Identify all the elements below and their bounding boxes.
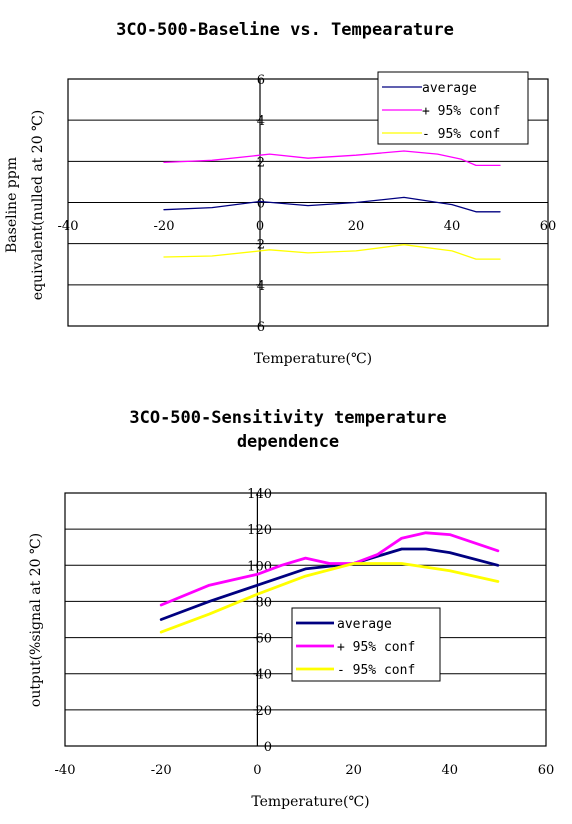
x-axis-label: Temperature(℃) xyxy=(254,351,372,367)
chart-title: 3CO-500-Baseline vs. Tempearature xyxy=(116,20,454,40)
y-tick-label: 60 xyxy=(255,632,272,647)
series-line-1 xyxy=(163,196,501,213)
chart-title: 3CO-500-Sensitivity temperature xyxy=(129,408,446,428)
legend-label: - 95% conf xyxy=(337,663,415,678)
x-tick-label: 60 xyxy=(540,219,557,234)
y-tick-label: 80 xyxy=(255,595,272,610)
y-tick-label: 40 xyxy=(255,668,272,683)
legend: average + 95% conf - 95% conf xyxy=(291,607,441,682)
legend-label: average xyxy=(337,617,392,632)
y-axis-label: output(%signal at 20 ℃) xyxy=(28,533,44,707)
x-tick-label: 0 xyxy=(256,219,264,234)
x-tick-label: 20 xyxy=(348,219,365,234)
chart-1: 3CO-500-Baseline vs. Tempearature6420246… xyxy=(4,20,556,367)
y-tick-label: 0 xyxy=(257,197,265,212)
plot-area xyxy=(67,78,549,327)
y-tick-label: 2 xyxy=(257,155,265,170)
series-line-3 xyxy=(159,562,500,634)
x-tick-label: 20 xyxy=(345,763,362,778)
x-tick-label: 0 xyxy=(253,763,261,778)
x-tick-label: 60 xyxy=(538,763,555,778)
y-tick-label: 4 xyxy=(257,114,265,129)
y-tick-label: 4 xyxy=(257,279,265,294)
y-tick-label: 120 xyxy=(247,523,272,538)
y-tick-label: 0 xyxy=(264,740,272,755)
x-tick-label: -20 xyxy=(151,763,172,778)
x-tick-label: -20 xyxy=(154,219,175,234)
x-tick-label: -40 xyxy=(58,219,79,234)
chart-title: dependence xyxy=(237,432,339,452)
y-tick-label: 6 xyxy=(257,320,265,335)
legend-label: - 95% conf xyxy=(422,127,500,142)
legend: average + 95% conf - 95% conf xyxy=(377,71,529,145)
legend-label: average xyxy=(422,81,477,96)
chart-2: 3CO-500-Sensitivity temperature dependenc… xyxy=(28,408,554,810)
series-line-3 xyxy=(163,244,501,260)
series-line-2 xyxy=(163,150,501,167)
legend-box xyxy=(377,71,529,145)
series-line-2 xyxy=(159,531,500,607)
y-axis-label: Baseline ppm xyxy=(4,157,20,253)
y-tick-label: 2 xyxy=(257,238,265,253)
x-axis-label: Temperature(℃) xyxy=(251,794,369,810)
y-axis-label: equivalent(nulled at 20 ℃) xyxy=(30,110,46,300)
x-tick-label: 40 xyxy=(442,763,459,778)
plot-area xyxy=(64,492,547,747)
y-tick-label: 140 xyxy=(247,487,272,502)
y-tick-label: 20 xyxy=(255,704,272,719)
y-tick-label: 6 xyxy=(257,73,265,88)
x-tick-label: 40 xyxy=(444,219,461,234)
legend-label: + 95% conf xyxy=(337,640,415,655)
x-tick-label: -40 xyxy=(55,763,76,778)
legend-label: + 95% conf xyxy=(422,104,500,119)
